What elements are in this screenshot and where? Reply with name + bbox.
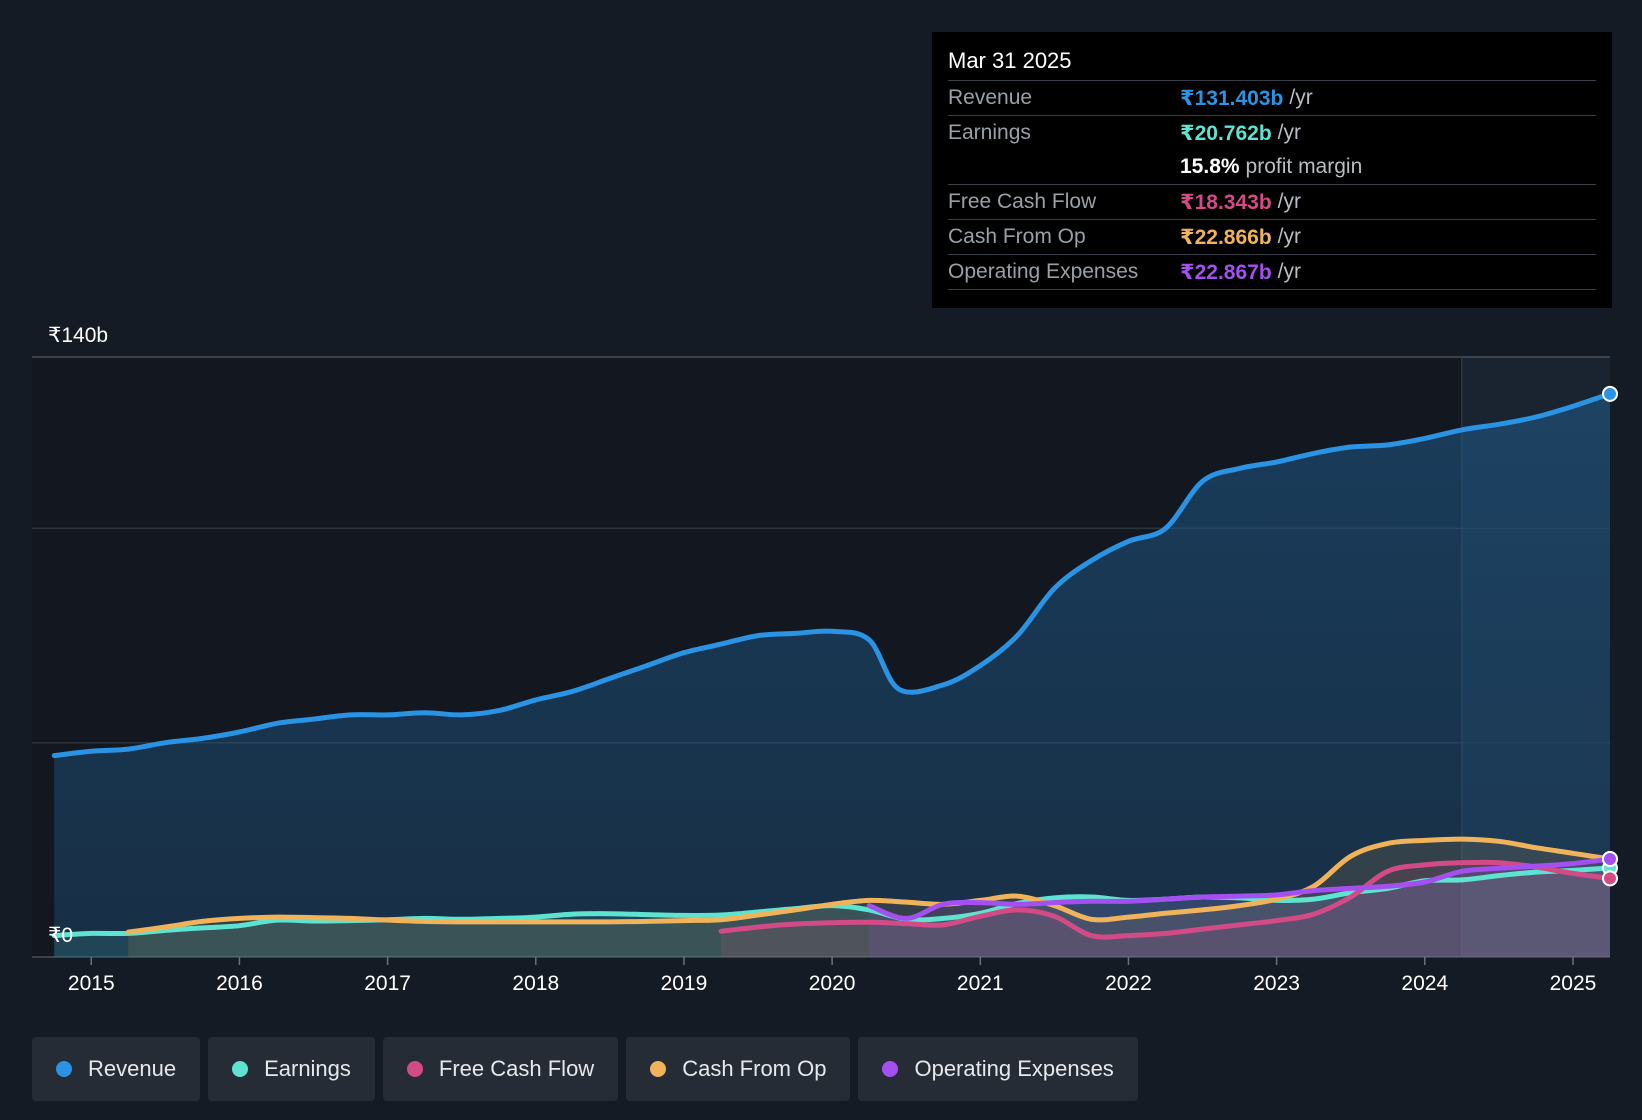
x-tick-label: 2021 — [957, 972, 1004, 995]
operating-expenses-endpoint — [1602, 850, 1618, 867]
tooltip-row: Cash From Op ₹22.866b/yr — [948, 219, 1596, 254]
legend-item-revenue[interactable]: Revenue — [32, 1037, 201, 1101]
tooltip-date: Mar 31 2025 — [948, 48, 1072, 73]
tooltip: Mar 31 2025 Revenue ₹131.403b/yr Earnings ₹… — [932, 32, 1612, 308]
tooltip-row-value: ₹18.343b — [1180, 190, 1272, 214]
tooltip-row-value: ₹131.403b — [1180, 86, 1284, 110]
revenue-endpoint — [1602, 385, 1618, 402]
legend-item-free-cash-flow[interactable]: Free Cash Flow — [382, 1037, 619, 1101]
legend-label: Earnings — [264, 1056, 351, 1081]
tooltip-row-value: ₹22.867b — [1180, 260, 1272, 284]
legend-dot-icon — [882, 1061, 899, 1077]
earnings-area — [54, 868, 1611, 957]
tooltip-row-unit: /yr — [1277, 121, 1301, 144]
x-tick-label: 2024 — [1401, 972, 1448, 995]
tooltip-row-value: 15.8% — [1180, 155, 1240, 178]
x-tick-label: 2025 — [1550, 972, 1597, 995]
tooltip-row: Revenue ₹131.403b/yr — [948, 80, 1596, 115]
x-tick-label: 2023 — [1253, 972, 1300, 995]
cash-from-op-line — [125, 836, 1613, 935]
revenue-area — [54, 393, 1611, 957]
x-tick-label: 2016 — [216, 972, 263, 995]
tooltip-row: Earnings ₹20.762b/yr — [948, 115, 1596, 150]
legend-item-earnings[interactable]: Earnings — [208, 1037, 375, 1101]
tooltip-row-label: Cash From Op — [948, 225, 1086, 248]
revenue-line — [51, 391, 1613, 759]
free-cash-flow-endpoint — [1602, 870, 1618, 887]
legend-dot-icon — [406, 1061, 423, 1077]
x-tick-label: 2020 — [809, 972, 856, 995]
free-cash-flow-line — [718, 859, 1613, 940]
x-tick-label: 2017 — [364, 972, 411, 995]
tooltip-row: Operating Expenses ₹22.867b/yr — [948, 254, 1596, 289]
y-axis-label: ₹0 — [48, 924, 73, 947]
x-tick-label: 2018 — [512, 972, 559, 995]
tooltip-row: 15.8% profit margin — [948, 150, 1596, 184]
legend-dot-icon — [650, 1061, 667, 1077]
tooltip-row-unit: /yr — [1289, 86, 1313, 109]
cash-from-op-area — [128, 839, 1610, 957]
x-tick-label: 2022 — [1105, 972, 1152, 995]
legend-dot-icon — [232, 1061, 249, 1077]
x-tick-label: 2015 — [68, 972, 115, 995]
legend-dot-icon — [56, 1061, 72, 1077]
x-tick-label: 2019 — [661, 972, 708, 995]
tooltip-row-unit: profit margin — [1245, 155, 1363, 178]
legend-label: Revenue — [88, 1056, 177, 1081]
tooltip-row-label: Earnings — [948, 121, 1031, 144]
legend-label: Operating Expenses — [914, 1056, 1114, 1081]
tooltip-row-value: ₹22.866b — [1180, 225, 1272, 249]
tooltip-row-label: Revenue — [948, 86, 1033, 109]
legend-item-cash-from-op[interactable]: Cash From Op — [626, 1037, 851, 1101]
tooltip-row-unit: /yr — [1277, 260, 1301, 283]
legend-label: Free Cash Flow — [438, 1056, 595, 1081]
tooltip-row-unit: /yr — [1277, 225, 1301, 248]
legend-item-operating-expenses[interactable]: Operating Expenses — [858, 1037, 1138, 1101]
legend: Revenue Earnings Free Cash Flow Cash From O… — [32, 1037, 1138, 1101]
y-axis-label: ₹140b — [48, 324, 108, 347]
legend-label: Cash From Op — [682, 1056, 827, 1081]
tooltip-row-value: ₹20.762b — [1180, 121, 1272, 145]
operating-expenses-line — [866, 856, 1613, 921]
tooltip-row-label: Free Cash Flow — [948, 190, 1097, 213]
tooltip-row-label: Operating Expenses — [948, 260, 1139, 283]
tooltip-row-unit: /yr — [1277, 190, 1301, 213]
tooltip-row: Free Cash Flow ₹18.343b/yr — [948, 184, 1596, 219]
